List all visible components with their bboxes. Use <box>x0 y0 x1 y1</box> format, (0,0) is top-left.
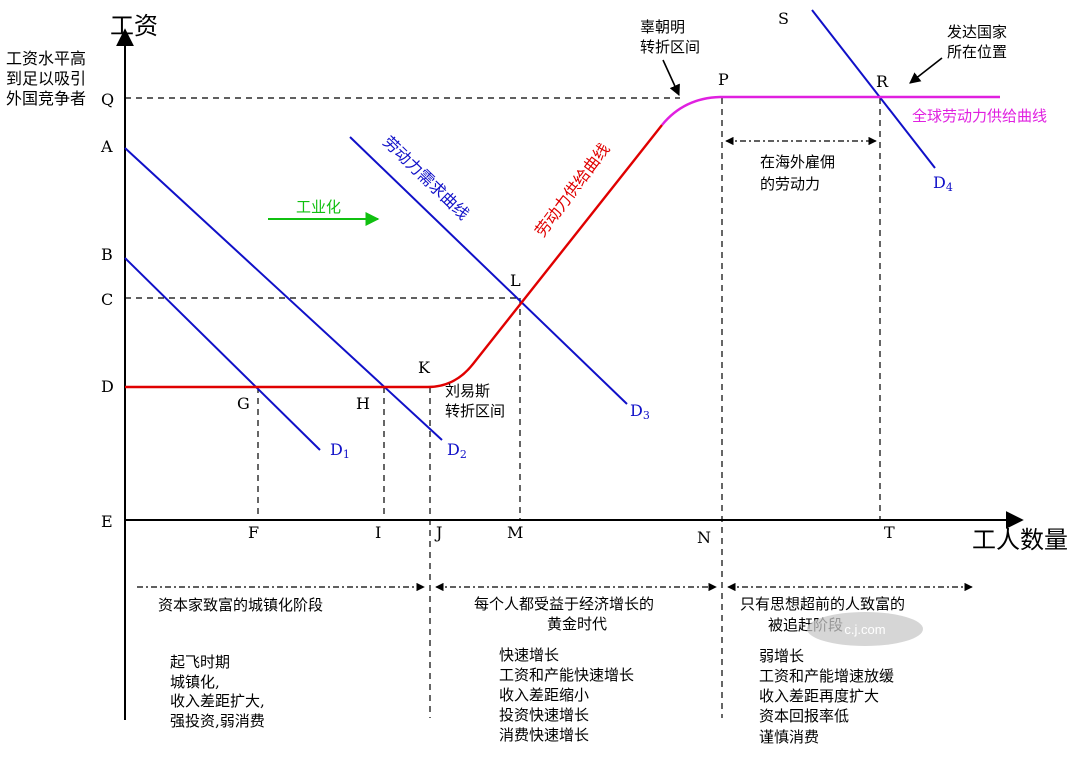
point-l: L <box>510 271 521 290</box>
y-axis-title: 工资 <box>110 12 158 40</box>
point-h: H <box>356 394 370 413</box>
demand-curve-d4 <box>811 9 936 169</box>
point-r: R <box>876 72 889 91</box>
phase-3-title-line-1: 只有思想超前的人致富的 <box>740 595 905 613</box>
overseas-label-line-2: 的劳动力 <box>760 175 820 193</box>
developed-label-line-1: 发达国家 <box>947 23 1007 41</box>
x-label-t: T <box>884 523 895 542</box>
reference-lines <box>125 97 881 718</box>
developed-label-line-2: 所在位置 <box>947 43 1007 61</box>
y-note-line-3: 外国竞争者 <box>6 89 86 108</box>
phase-3-item-2: 工资和产能增速放缓 <box>759 667 894 685</box>
x-axis-title: 工人数量 <box>972 526 1068 554</box>
global-supply-curve-label: 全球劳动力供给曲线 <box>912 107 1047 125</box>
point-k: K <box>418 358 431 377</box>
labour-supply-curve <box>125 124 663 389</box>
demand-curve-d2 <box>124 147 443 441</box>
demand-curves <box>124 9 936 451</box>
phase-3-item-3: 收入差距再度扩大 <box>759 687 879 705</box>
demand-curve-d1 <box>124 257 321 451</box>
phase-3-item-1: 弱增长 <box>759 647 804 665</box>
developed-pointer-arrow <box>909 57 943 84</box>
y-label-d: D <box>101 377 114 396</box>
phase-2-item-3: 收入差距缩小 <box>499 686 589 704</box>
gao-label-line-1: 辜朝明 <box>640 18 685 36</box>
phase-2-item-1: 快速增长 <box>499 646 559 664</box>
gao-pointer-arrow <box>662 59 680 97</box>
label-d4: D4 <box>933 173 953 194</box>
phase-3-item-4: 资本回报率低 <box>759 707 849 725</box>
label-d2: D2 <box>447 440 467 461</box>
phase-2-item-2: 工资和产能快速增长 <box>499 666 634 684</box>
y-label-c: C <box>101 290 113 309</box>
lewis-label-line-1: 刘易斯 <box>445 382 490 400</box>
overseas-label-line-1: 在海外雇佣 <box>760 153 835 171</box>
watermark-text: c.j.com <box>844 622 885 637</box>
y-note-line-2: 到足以吸引 <box>6 69 86 88</box>
phase-2-item-4: 投资快速增长 <box>499 706 589 724</box>
x-label-n: N <box>697 528 711 547</box>
global-supply-curve <box>661 95 1000 126</box>
phase-1-item-2: 城镇化, <box>170 673 220 691</box>
x-label-m: M <box>507 523 523 542</box>
label-d3: D3 <box>630 401 650 422</box>
x-label-j: J <box>434 523 442 542</box>
y-label-q: Q <box>101 90 114 109</box>
point-g: G <box>237 394 250 413</box>
supply-curve-label: 劳动力供给曲线 <box>531 140 614 241</box>
phase-3-item-5: 谨慎消费 <box>759 728 819 746</box>
phase-2-title-line-2: 黄金时代 <box>547 615 607 633</box>
y-label-b: B <box>101 245 113 264</box>
origin-label-e: E <box>101 512 113 531</box>
demand-curve-d3 <box>349 136 628 405</box>
label-d1: D1 <box>330 440 350 461</box>
y-label-a: A <box>100 137 113 156</box>
phase-1-title: 资本家致富的城镇化阶段 <box>158 596 323 614</box>
watermark-badge <box>807 612 923 646</box>
phase-1-item-4: 强投资,弱消费 <box>170 712 265 730</box>
x-label-f: F <box>248 523 259 542</box>
x-label-i: I <box>375 523 381 542</box>
y-note-line-1: 工资水平高 <box>6 49 86 68</box>
gao-label-line-2: 转折区间 <box>640 38 700 56</box>
lewis-label-line-2: 转折区间 <box>445 402 505 420</box>
industrialization-label: 工业化 <box>296 198 341 216</box>
point-s: S <box>778 9 789 28</box>
phase-1-item-1: 起飞时期 <box>170 653 230 671</box>
phase-1-item-3: 收入差距扩大, <box>170 692 265 710</box>
phase-2-item-5: 消费快速增长 <box>499 726 589 744</box>
phase-2-title-line-1: 每个人都受益于经济增长的 <box>474 595 654 613</box>
point-p: P <box>718 70 729 89</box>
